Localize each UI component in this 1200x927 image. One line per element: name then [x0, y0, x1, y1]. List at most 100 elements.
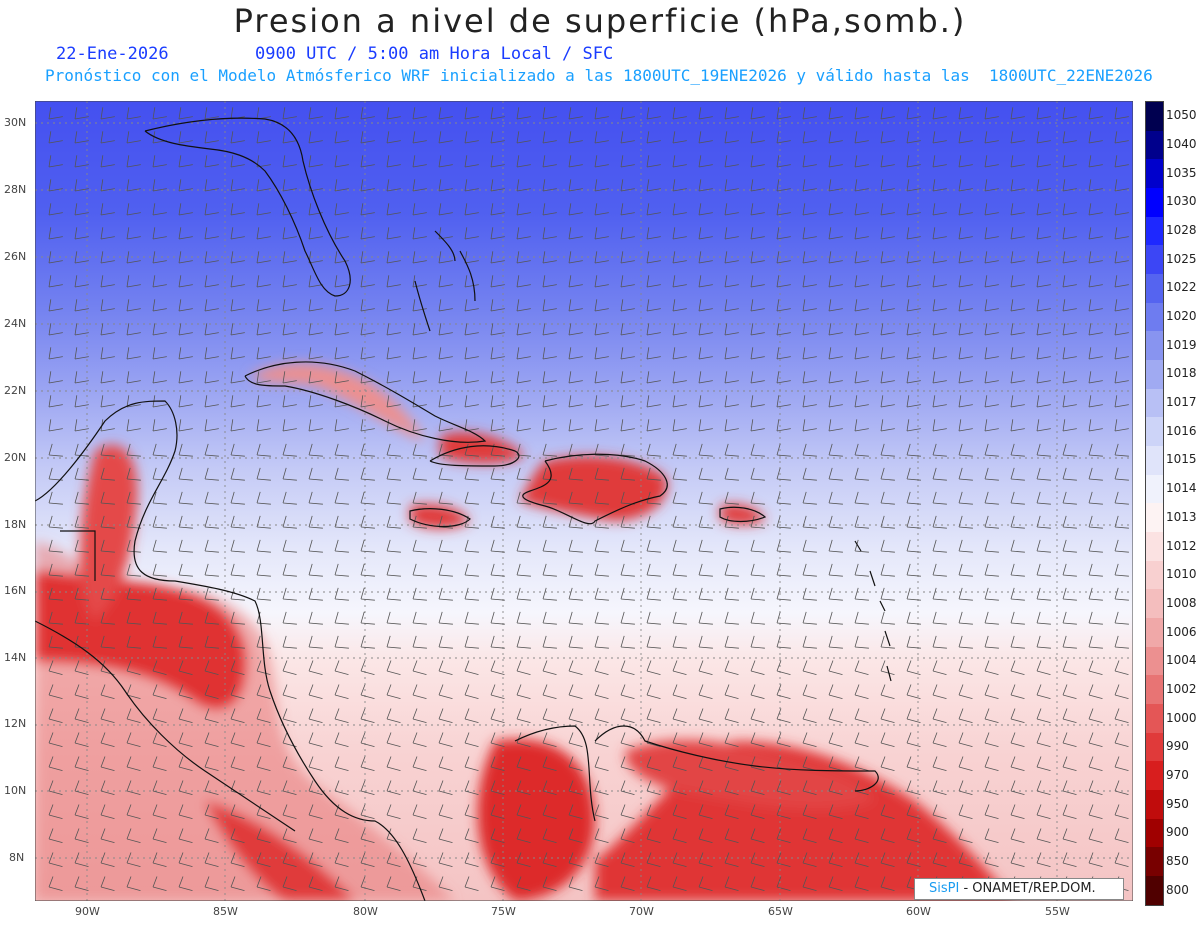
- wind-barb: [386, 780, 401, 795]
- wind-barb: [152, 732, 167, 747]
- wind-barb: [750, 780, 765, 795]
- wind-barb: [906, 852, 921, 867]
- legend-swatch: [1146, 818, 1163, 848]
- wind-barb: [542, 155, 557, 168]
- wind-barb: [100, 852, 115, 867]
- wind-barb: [594, 203, 609, 216]
- wind-barb: [152, 852, 167, 867]
- lat-label: 22N: [4, 384, 27, 397]
- wind-barb: [464, 227, 479, 240]
- wind-barb: [256, 876, 271, 891]
- wind-barb: [620, 611, 635, 625]
- wind-barb: [464, 780, 479, 795]
- wind-barb: [438, 635, 453, 649]
- lon-label: 60W: [906, 905, 931, 918]
- wind-barb: [1036, 515, 1051, 529]
- wind-barb: [958, 756, 973, 771]
- wind-barb: [1088, 131, 1103, 144]
- wind-barb: [100, 371, 115, 384]
- wind-barb: [724, 660, 739, 675]
- wind-barb: [932, 780, 947, 795]
- wind-barb: [932, 708, 947, 723]
- wind-barb: [828, 732, 843, 747]
- wind-barb: [1036, 371, 1051, 384]
- legend-swatch: [1146, 417, 1163, 447]
- wind-barb: [490, 539, 505, 553]
- wind-barb: [984, 515, 999, 529]
- wind-barb: [594, 684, 609, 699]
- wind-barb: [74, 539, 89, 553]
- wind-barb: [490, 275, 505, 288]
- wind-barb: [74, 876, 89, 891]
- wind-barb: [100, 203, 115, 216]
- wind-barb: [906, 347, 921, 360]
- legend-level-label: 1004: [1166, 653, 1197, 668]
- wind-barb: [984, 732, 999, 747]
- wind-barb: [906, 780, 921, 795]
- wind-barb: [750, 515, 765, 529]
- wind-barb: [958, 708, 973, 723]
- wind-barb: [958, 563, 973, 577]
- wind-barb: [490, 179, 505, 192]
- wind-barb: [1036, 732, 1051, 747]
- wind-barb: [906, 323, 921, 336]
- wind-barb: [230, 852, 245, 867]
- wind-barb: [1010, 371, 1025, 384]
- wind-barb: [438, 804, 453, 819]
- wind-barb: [74, 852, 89, 867]
- pressure-map[interactable]: [35, 101, 1133, 901]
- wind-barb: [1088, 708, 1103, 723]
- wind-barb: [334, 203, 349, 216]
- wind-barb: [178, 804, 193, 819]
- wind-barb: [932, 756, 947, 771]
- wind-barb: [360, 611, 375, 625]
- wind-barb: [256, 587, 271, 601]
- wind-barb: [204, 804, 219, 819]
- wind-barb: [412, 107, 427, 120]
- wind-barb: [438, 467, 453, 481]
- wind-barb: [490, 323, 505, 336]
- wind-barb: [516, 587, 531, 601]
- wind-barb: [74, 179, 89, 192]
- wind-barb: [542, 732, 557, 747]
- wind-barb: [230, 563, 245, 577]
- wind-barb: [594, 491, 609, 505]
- wind-barb: [1010, 708, 1025, 723]
- wind-barb: [958, 203, 973, 216]
- wind-barb: [932, 732, 947, 747]
- wind-barb: [334, 539, 349, 553]
- wind-barb: [828, 251, 843, 264]
- wind-barb: [1010, 684, 1025, 699]
- wind-barb: [386, 251, 401, 264]
- wind-barb: [984, 395, 999, 408]
- wind-barb: [490, 804, 505, 819]
- wind-barb: [984, 131, 999, 144]
- wind-barb: [490, 203, 505, 216]
- wind-barb: [724, 419, 739, 432]
- wind-barb: [412, 684, 427, 699]
- wind-barb: [48, 227, 63, 240]
- wind-barb: [1062, 395, 1077, 408]
- wind-barb: [1114, 227, 1129, 240]
- wind-barb: [932, 515, 947, 529]
- wind-barb: [74, 804, 89, 819]
- wind-barb: [360, 635, 375, 649]
- wind-barb: [854, 251, 869, 264]
- wind-barb: [334, 660, 349, 675]
- wind-barb: [308, 756, 323, 771]
- wind-barb: [178, 539, 193, 553]
- wind-barb: [750, 323, 765, 336]
- wind-barb: [438, 611, 453, 625]
- wind-barb: [282, 491, 297, 505]
- wind-barb: [776, 419, 791, 432]
- wind-barb: [776, 227, 791, 240]
- legend-swatch: [1146, 560, 1163, 590]
- lon-label: 65W: [768, 905, 793, 918]
- wind-barb: [958, 611, 973, 625]
- wind-barb: [750, 684, 765, 699]
- wind-barb: [1088, 107, 1103, 120]
- wind-barb: [776, 203, 791, 216]
- wind-barb: [594, 563, 609, 577]
- lat-label: 10N: [4, 784, 27, 797]
- wind-barb: [438, 684, 453, 699]
